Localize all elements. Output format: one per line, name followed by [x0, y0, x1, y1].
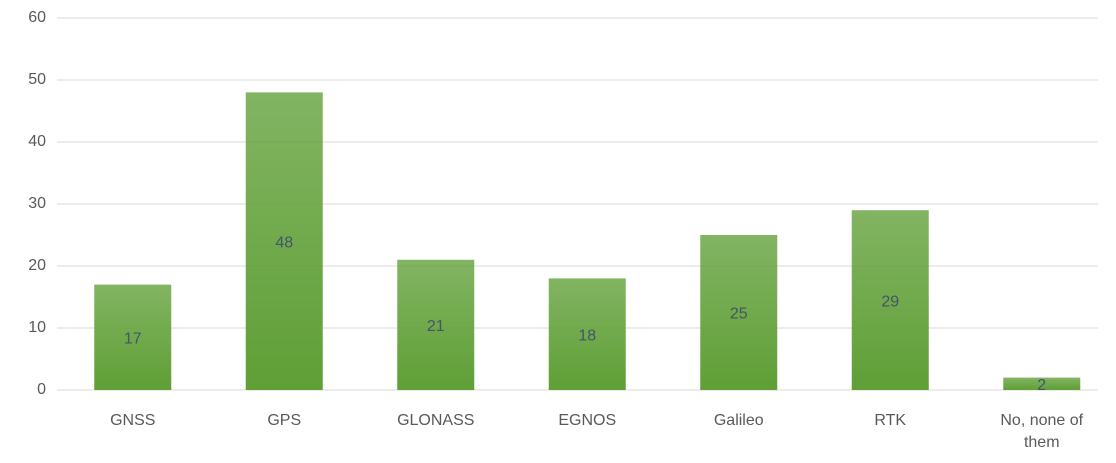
- y-tick-label: 60: [28, 9, 46, 26]
- data-label: 2: [1037, 377, 1046, 394]
- data-label: 17: [124, 331, 142, 348]
- bar: [548, 278, 626, 390]
- bar: [700, 235, 778, 390]
- bar: [94, 284, 172, 390]
- data-label: 48: [275, 234, 293, 251]
- x-tick-label: GNSS: [110, 412, 156, 429]
- x-tick-label: No, none of them: [1000, 412, 1084, 451]
- x-tick-label: GLONASS: [397, 412, 475, 429]
- y-tick-label: 40: [28, 133, 46, 150]
- bar: [245, 92, 323, 391]
- bar: [1003, 377, 1081, 390]
- bar: [851, 210, 929, 390]
- data-label: 21: [427, 318, 445, 335]
- y-tick-label: 0: [37, 381, 46, 398]
- x-tick-label: EGNOS: [558, 412, 617, 429]
- x-tick-label: GPS: [267, 412, 302, 429]
- data-label: 29: [881, 293, 899, 310]
- data-label: 18: [578, 327, 596, 344]
- y-tick-label: 30: [28, 195, 46, 212]
- y-tick-label: 20: [28, 257, 46, 274]
- bar: [397, 259, 475, 390]
- x-tick-label: RTK: [874, 412, 907, 429]
- y-tick-label: 10: [28, 319, 46, 336]
- x-tick-label: Galileo: [713, 412, 764, 429]
- y-tick-label: 50: [28, 71, 46, 88]
- data-label: 25: [730, 306, 748, 323]
